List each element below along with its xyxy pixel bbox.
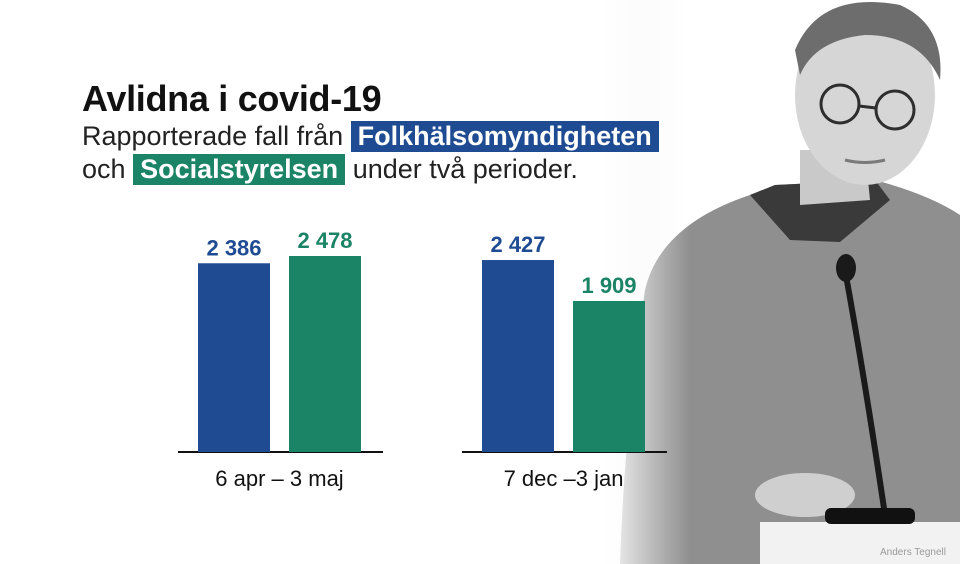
legend-socialstyrelsen: Socialstyrelsen bbox=[133, 154, 346, 185]
legend-folkhalsomyndigheten: Folkhälsomyndigheten bbox=[350, 121, 659, 152]
data-label-fohm-2: 2 427 bbox=[490, 232, 545, 257]
data-label-socialstyrelsen-1: 2 478 bbox=[297, 228, 352, 253]
category-label-1: 6 apr – 3 maj bbox=[215, 466, 343, 491]
subtitle-suffix: under två perioder. bbox=[352, 154, 578, 184]
subtitle-prefix: Rapporterade fall från bbox=[82, 121, 344, 151]
data-label-fohm-1: 2 386 bbox=[206, 235, 261, 260]
bar-socialstyrelsen-2 bbox=[573, 301, 645, 452]
speaker-photo bbox=[600, 0, 960, 564]
data-label-socialstyrelsen-2: 1 909 bbox=[581, 273, 636, 298]
category-label-2: 7 dec –3 jan bbox=[504, 466, 624, 491]
chart-title: Avlidna i covid-19 bbox=[82, 78, 382, 119]
subtitle-line-1: Rapporterade fall från Folkhälsomyndighe… bbox=[82, 121, 659, 152]
bar-fohm-2 bbox=[482, 260, 554, 452]
subtitle-line-2: och Socialstyrelsen under två perioder. bbox=[82, 154, 578, 185]
subtitle-conjunction: och bbox=[82, 154, 126, 184]
bar-socialstyrelsen-1 bbox=[289, 256, 361, 452]
bar-fohm-1 bbox=[198, 263, 270, 452]
photo-credit: Anders Tegnell bbox=[880, 547, 946, 558]
